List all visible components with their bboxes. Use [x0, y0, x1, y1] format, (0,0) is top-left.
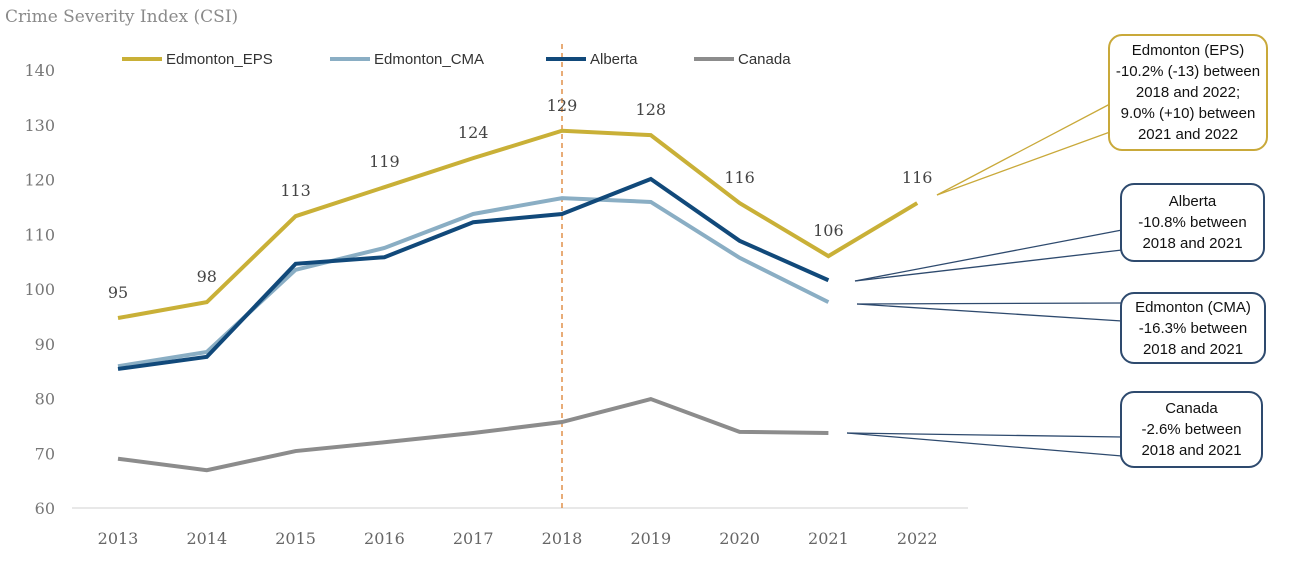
callout-text: Edmonton (CMA)	[1135, 298, 1251, 316]
series-line-edmonton-eps	[117, 128, 919, 320]
y-tick-label: 90	[35, 335, 55, 354]
callout-pointer	[846, 432, 1123, 457]
callout-text: 2021 and 2022	[1137, 126, 1239, 143]
x-tick-label: 2013	[98, 529, 139, 548]
x-tick-label: 2019	[630, 529, 671, 548]
x-tick-label: 2016	[364, 529, 405, 548]
x-tick-label: 2020	[719, 529, 760, 548]
callout-text: 2018 and 2021	[1142, 340, 1244, 358]
callout-text: -16.3% between	[1138, 319, 1248, 337]
x-tick-label: 2017	[453, 529, 494, 548]
data-label: 124	[458, 123, 489, 142]
data-label: 106	[813, 221, 844, 240]
callout-pointer	[854, 249, 1123, 282]
y-tick-label: 60	[35, 499, 55, 518]
callout-pointer	[854, 229, 1123, 282]
y-tick-label: 140	[24, 61, 55, 80]
x-tick-label: 2015	[275, 529, 316, 548]
callout-text: 2018 and 2021	[1142, 235, 1243, 252]
callout-pointer	[936, 131, 1111, 196]
data-label: 113	[280, 181, 311, 200]
data-label: 128	[636, 100, 667, 119]
callout-edmonton-eps: Edmonton (EPS) -10.2% (-13) between 2018 a…	[1108, 34, 1268, 151]
chart-title: Crime Severity Index (CSI)	[5, 7, 238, 27]
callout-pointer	[936, 103, 1111, 196]
legend-label: Canada	[738, 51, 791, 68]
callout-text: -2.6% between	[1141, 421, 1242, 438]
callout-text: 2018 and 2022;	[1135, 84, 1241, 101]
callout-alberta: Alberta -10.8% between 2018 and 2021	[1120, 183, 1265, 262]
legend-label: Alberta	[590, 51, 638, 68]
data-label: 95	[108, 283, 128, 302]
y-tick-label: 100	[24, 280, 55, 299]
callout-pointer	[846, 432, 1123, 438]
y-tick-label: 80	[35, 390, 55, 409]
x-tick-label: 2021	[808, 529, 849, 548]
callout-edmonton-cma: Edmonton (CMA) -16.3% between 2018 and 202…	[1120, 292, 1266, 364]
data-label: 116	[724, 168, 755, 187]
legend-label: Edmonton_CMA	[374, 51, 484, 68]
callout-pointer	[856, 303, 1123, 322]
series-line-alberta	[117, 176, 830, 371]
callout-pointer	[856, 302, 1123, 305]
callout-canada: Canada -2.6% between 2018 and 2021	[1120, 391, 1263, 468]
callout-text: -10.8% between	[1138, 214, 1247, 231]
y-tick-label: 120	[24, 171, 55, 190]
x-tick-label: 2018	[542, 529, 583, 548]
x-tick-label: 2014	[186, 529, 227, 548]
data-label: 98	[197, 267, 217, 286]
callout-text: 9.0% (+10) between	[1120, 105, 1256, 122]
y-tick-label: 110	[24, 225, 55, 244]
series-line-canada	[117, 396, 829, 473]
callout-text: 2018 and 2021	[1141, 442, 1242, 459]
data-label: 129	[547, 96, 578, 115]
data-label: 119	[369, 152, 400, 171]
legend-label: Edmonton_EPS	[166, 51, 273, 68]
callout-text: Canada	[1165, 400, 1218, 417]
y-tick-label: 130	[24, 116, 55, 135]
callout-text: -10.2% (-13) between	[1115, 63, 1261, 80]
data-label: 116	[902, 168, 933, 187]
x-tick-label: 2022	[897, 529, 938, 548]
callout-text: Alberta	[1168, 193, 1217, 210]
callout-text: Edmonton (EPS)	[1131, 42, 1245, 59]
y-tick-label: 70	[35, 444, 55, 463]
